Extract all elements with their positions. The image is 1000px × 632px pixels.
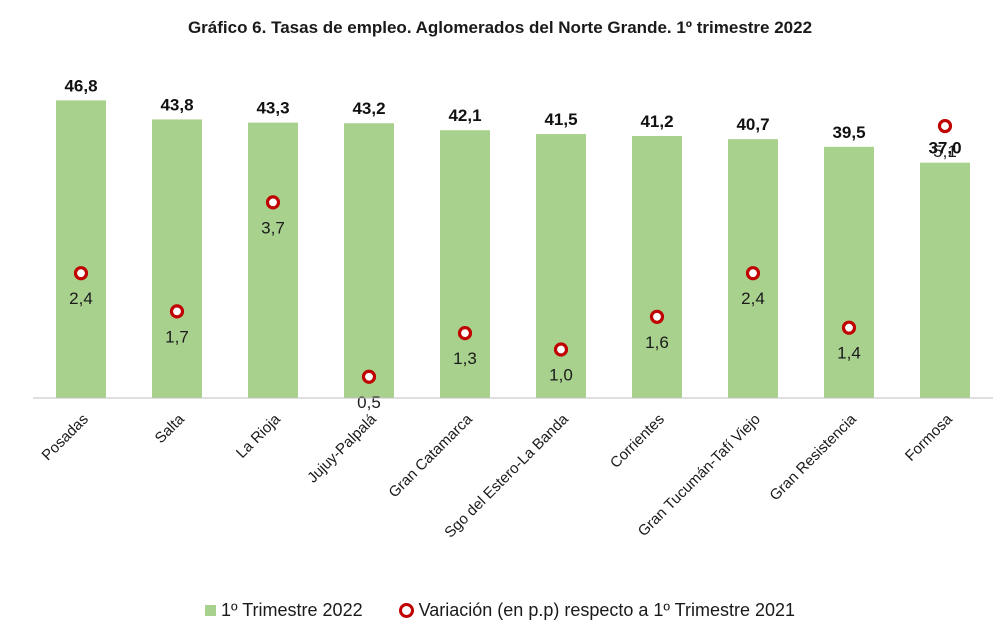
bar-value-label-9: 37,0 [928, 139, 961, 158]
bar-value-label-2: 43,3 [256, 99, 289, 118]
legend-entry-bars: 1º Trimestre 2022 [204, 600, 363, 621]
bar-value-label-1: 43,8 [160, 95, 193, 114]
variation-label-6: 1,6 [645, 333, 669, 352]
bar-value-label-4: 42,1 [448, 106, 481, 125]
bar-1 [152, 119, 202, 398]
legend-label-markers: Variación (en p.p) respecto a 1º Trimest… [418, 600, 796, 620]
variation-label-7: 2,4 [741, 289, 765, 308]
category-label-8: Gran Resistencia [766, 410, 860, 504]
category-label-2: La Rioja [233, 410, 284, 461]
category-label-0: Posadas [39, 411, 92, 464]
variation-marker-2 [265, 195, 281, 210]
variation-marker-4 [457, 326, 473, 341]
legend-marker-icon [398, 603, 414, 618]
variation-label-9: 5,1 [933, 142, 957, 161]
bar-value-label-5: 41,5 [544, 110, 577, 129]
variation-marker-1 [169, 304, 185, 319]
category-label-6: Corrientes [607, 411, 668, 472]
variation-marker-7 [745, 266, 761, 281]
bar-value-label-3: 43,2 [352, 99, 385, 118]
variation-label-5: 1,0 [549, 366, 573, 385]
bar-6 [632, 135, 682, 398]
variation-label-0: 2,4 [69, 289, 93, 308]
category-label-9: Formosa [902, 410, 956, 464]
variation-marker-5 [553, 342, 569, 357]
legend-swatch-bars [204, 605, 216, 616]
category-label-1: Salta [152, 410, 189, 447]
bar-3 [344, 123, 394, 399]
chart-legend: 1º Trimestre 2022 Variación (en p.p) res… [0, 600, 1000, 621]
bar-4 [440, 130, 490, 398]
variation-marker-3 [361, 369, 377, 384]
legend-entry-markers: Variación (en p.p) respecto a 1º Trimest… [398, 600, 796, 621]
bar-0 [56, 100, 106, 399]
bar-value-label-0: 46,8 [64, 76, 97, 95]
variation-label-8: 1,4 [837, 344, 861, 363]
bar-2 [248, 122, 298, 398]
variation-label-3: 0,5 [357, 393, 381, 412]
chart-plot: 46,8 2,4 Posadas 43,8 1,7 Salta 43,3 3,7 La Rioj… [33, 76, 993, 541]
bar-value-label-6: 41,2 [640, 112, 673, 131]
bar-value-label-8: 39,5 [832, 123, 865, 142]
variation-marker-9 [937, 118, 953, 134]
variation-marker-0 [73, 266, 89, 281]
category-label-4: Gran Catamarca [385, 410, 476, 501]
bar-9 [920, 162, 970, 398]
category-label-3: Jujuy-Palpalá [304, 410, 380, 486]
variation-marker-8 [841, 320, 857, 335]
variation-label-4: 1,3 [453, 349, 477, 368]
variation-label-2: 3,7 [261, 218, 285, 237]
variation-label-1: 1,7 [165, 327, 189, 346]
bar-5 [536, 134, 586, 398]
chart-title: Gráfico 6. Tasas de empleo. Aglomerados … [187, 18, 813, 37]
bar-8 [824, 146, 874, 398]
bar-value-label-7: 40,7 [736, 115, 769, 134]
legend-label-bars: 1º Trimestre 2022 [220, 600, 363, 620]
variation-marker-6 [649, 309, 665, 324]
